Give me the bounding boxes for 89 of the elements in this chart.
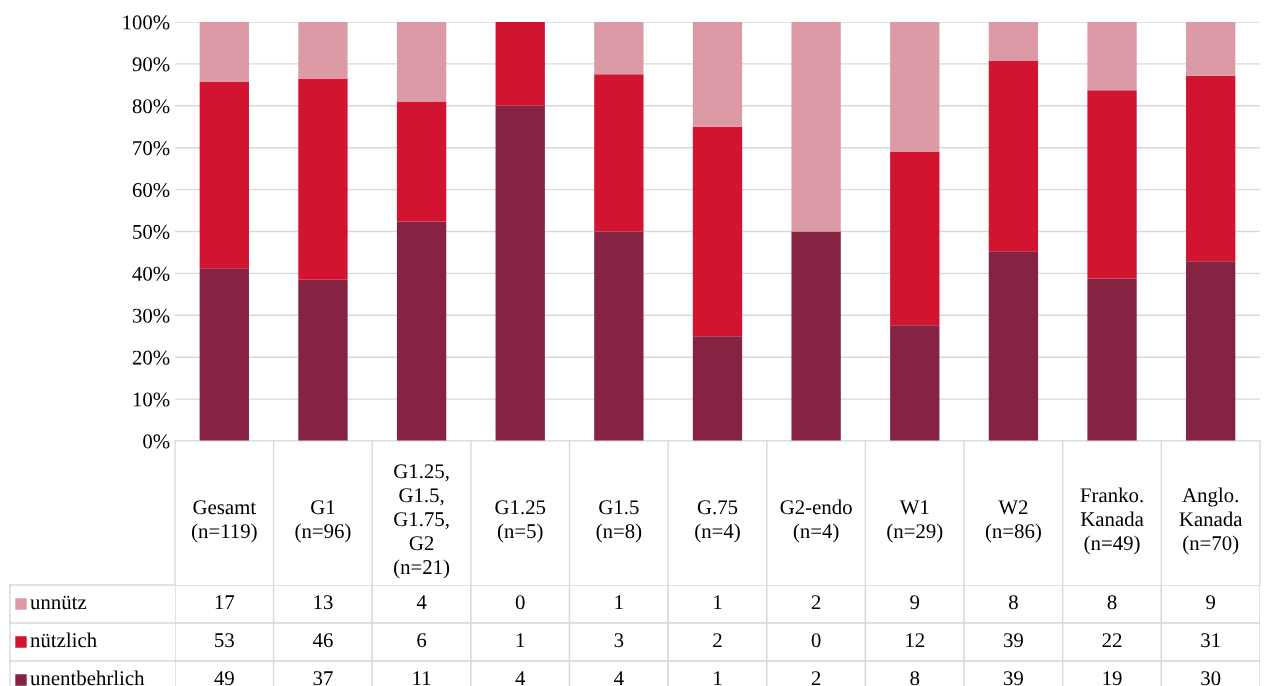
x-tick-label: G.75 (n=4) <box>695 500 740 543</box>
bar <box>1186 75 1236 262</box>
data-label: 39 <box>1003 633 1023 648</box>
bar <box>594 231 644 441</box>
data-label: 9 <box>910 595 920 610</box>
data-label: 12 <box>906 633 925 648</box>
bar <box>1087 90 1137 279</box>
data-label: 53 <box>215 633 234 648</box>
x-tick-label: Franko. Kanada (n=49) <box>1080 487 1144 555</box>
bar <box>495 105 545 441</box>
x-tick-label: G1.25 (n=5) <box>495 500 546 543</box>
data-label: 19 <box>1103 671 1122 686</box>
data-label: 6 <box>417 633 427 648</box>
bar <box>298 22 348 79</box>
data-label: 37 <box>313 671 333 686</box>
data-label: 2 <box>713 633 722 648</box>
data-label: 1 <box>615 595 623 610</box>
data-label: 13 <box>314 595 333 610</box>
y-tick-label: 80% <box>132 99 170 114</box>
bar <box>791 231 841 441</box>
data-label: 3 <box>614 633 624 648</box>
bar <box>791 22 841 232</box>
x-tick-label: Gesamt (n=119) <box>191 500 257 543</box>
bar <box>988 60 1039 252</box>
data-label: 9 <box>1206 595 1216 610</box>
data-label: 4 <box>416 595 427 610</box>
bar <box>890 22 940 152</box>
bar <box>692 336 743 441</box>
legend-label: unnütz <box>30 595 87 610</box>
y-tick-label: 10% <box>133 392 170 407</box>
data-label: 11 <box>413 671 431 686</box>
y-tick-label: 0% <box>143 434 170 449</box>
data-label: 17 <box>215 595 235 610</box>
x-tick-label: G2-endo (n=4) <box>780 499 852 543</box>
bar <box>1186 22 1236 76</box>
bar <box>1186 261 1236 441</box>
bar <box>1087 278 1137 441</box>
bar <box>1087 22 1137 91</box>
bar <box>396 101 447 222</box>
x-tick-label: W1 (n=29) <box>887 500 943 543</box>
bar <box>890 325 940 441</box>
bar <box>199 22 249 82</box>
bar <box>495 22 545 106</box>
data-label: 4 <box>515 671 526 686</box>
y-tick-label: 20% <box>132 350 170 365</box>
y-tick-label: 50% <box>133 224 170 239</box>
bar <box>396 221 447 441</box>
bar <box>692 126 743 337</box>
bar <box>298 279 348 441</box>
y-tick-label: 60% <box>132 182 170 198</box>
x-tick-label: G1.5 (n=8) <box>596 500 642 543</box>
legend-label: nützlich <box>30 632 97 648</box>
y-tick-label: 70% <box>133 141 170 156</box>
bar <box>594 74 644 232</box>
data-label: 22 <box>1102 633 1122 648</box>
bar <box>692 22 743 127</box>
x-tick-label: G1.25, G1.5, G1.75, G2 (n=21) <box>394 464 450 579</box>
data-label: 8 <box>910 671 920 686</box>
data-label: 39 <box>1003 671 1023 686</box>
data-label: 0 <box>811 633 821 648</box>
legend-label: unentbehrlich <box>30 670 145 686</box>
bar <box>890 151 940 326</box>
data-label: 1 <box>714 671 722 686</box>
x-tick-label: W2 (n=86) <box>985 500 1041 543</box>
y-tick-label: 40% <box>132 266 170 281</box>
bar <box>298 78 348 280</box>
y-tick-label: 30% <box>132 308 170 323</box>
data-label: 8 <box>1107 595 1117 610</box>
data-label: 49 <box>214 671 234 686</box>
bar <box>199 268 249 441</box>
data-label: 1 <box>714 595 722 610</box>
x-tick-label: G1 (n=96) <box>295 500 351 543</box>
data-label: 4 <box>614 671 624 686</box>
data-label: 46 <box>312 633 333 648</box>
data-label: 2 <box>811 595 821 610</box>
data-label: 1 <box>516 633 525 648</box>
data-label: 2 <box>811 671 821 686</box>
bar <box>199 81 249 269</box>
y-tick-label: 90% <box>132 57 170 72</box>
y-tick-label: 100% <box>123 15 170 30</box>
data-label: 31 <box>1201 633 1220 648</box>
data-label: 0 <box>515 595 525 610</box>
bar <box>594 22 644 75</box>
data-label: 8 <box>1009 595 1018 610</box>
x-tick-label: Anglo. Kanada (n=70) <box>1179 487 1243 555</box>
bar <box>988 22 1039 61</box>
bar <box>396 22 447 102</box>
data-label: 30 <box>1201 671 1221 686</box>
bar <box>988 251 1039 441</box>
